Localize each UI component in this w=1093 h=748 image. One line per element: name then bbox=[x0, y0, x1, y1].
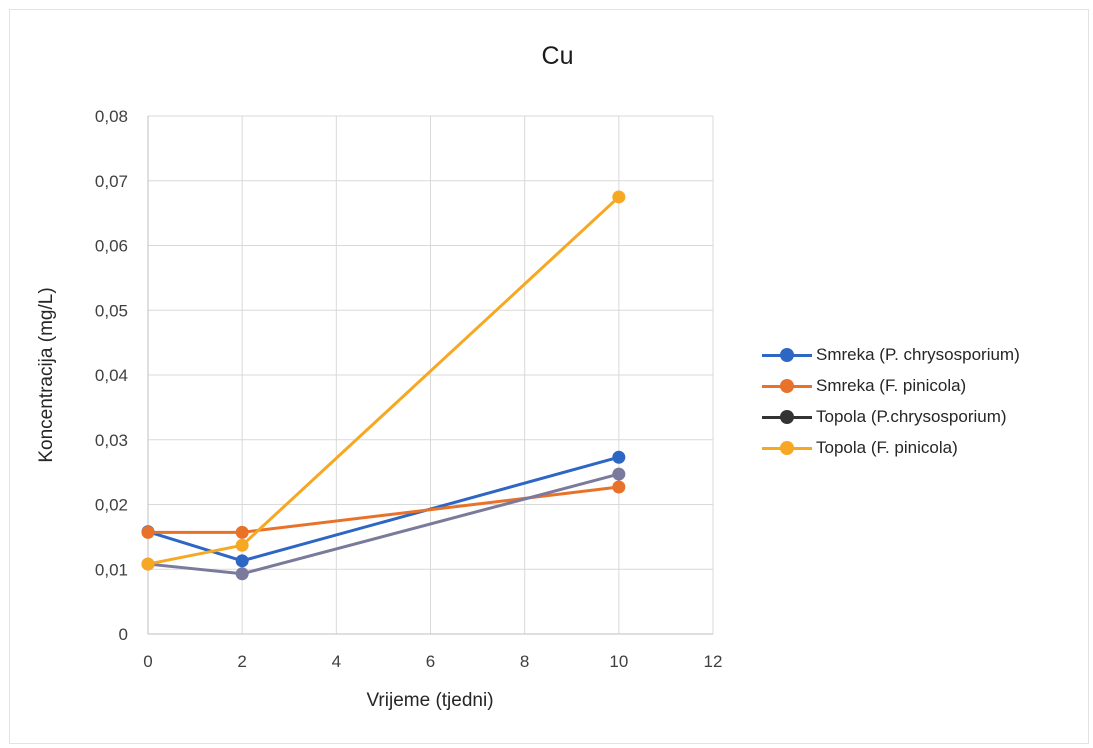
data-point bbox=[612, 450, 626, 464]
data-point bbox=[141, 525, 155, 539]
legend-label: Topola (P.chrysosporium) bbox=[816, 407, 1007, 426]
legend-label: Smreka (P. chrysosporium) bbox=[816, 345, 1020, 364]
legend-label: Smreka (F. pinicola) bbox=[816, 376, 967, 395]
series-line bbox=[147, 455, 620, 563]
legend-swatch bbox=[758, 407, 816, 427]
data-point bbox=[612, 467, 626, 481]
y-tick-label: 0 bbox=[119, 625, 128, 644]
legend-item: Topola (F. pinicola) bbox=[758, 433, 1020, 463]
y-tick-label: 0,07 bbox=[95, 172, 128, 191]
y-tick-label: 0,04 bbox=[95, 366, 128, 385]
legend-item: Smreka (P. chrysosporium) bbox=[758, 340, 1020, 370]
x-tick-label: 6 bbox=[426, 652, 435, 671]
legend-swatch bbox=[758, 438, 816, 458]
x-tick-label: 12 bbox=[704, 652, 723, 671]
data-point bbox=[235, 554, 249, 568]
x-tick-label: 10 bbox=[609, 652, 628, 671]
y-tick-label: 0,08 bbox=[95, 107, 128, 126]
data-point bbox=[141, 557, 155, 571]
chart-title: Cu bbox=[541, 42, 574, 70]
legend-item: Topola (P.chrysosporium) bbox=[758, 402, 1020, 432]
data-point bbox=[235, 538, 249, 552]
series-line bbox=[147, 195, 620, 566]
x-tick-label: 0 bbox=[143, 652, 152, 671]
y-tick-label: 0,01 bbox=[95, 560, 128, 579]
data-point bbox=[612, 190, 626, 204]
x-tick-label: 8 bbox=[520, 652, 529, 671]
x-tick-label: 2 bbox=[237, 652, 246, 671]
legend-swatch bbox=[758, 345, 816, 365]
x-tick-label: 4 bbox=[332, 652, 341, 671]
y-tick-label: 0,05 bbox=[95, 301, 128, 320]
data-point bbox=[235, 525, 249, 539]
y-tick-label: 0,03 bbox=[95, 431, 128, 450]
x-axis-label: Vrijeme (tjedni) bbox=[366, 690, 494, 711]
data-point bbox=[612, 480, 626, 494]
legend-swatch bbox=[758, 376, 816, 396]
chart-frame bbox=[9, 9, 1089, 744]
legend-item: Smreka (F. pinicola) bbox=[758, 371, 1020, 401]
y-tick-label: 0,06 bbox=[95, 237, 128, 256]
data-point bbox=[235, 567, 249, 581]
series-line bbox=[147, 472, 620, 576]
legend-label: Topola (F. pinicola) bbox=[816, 438, 958, 457]
legend: Smreka (P. chrysosporium) Smreka (F. pini… bbox=[758, 340, 1020, 464]
y-tick-label: 0,02 bbox=[95, 496, 128, 515]
